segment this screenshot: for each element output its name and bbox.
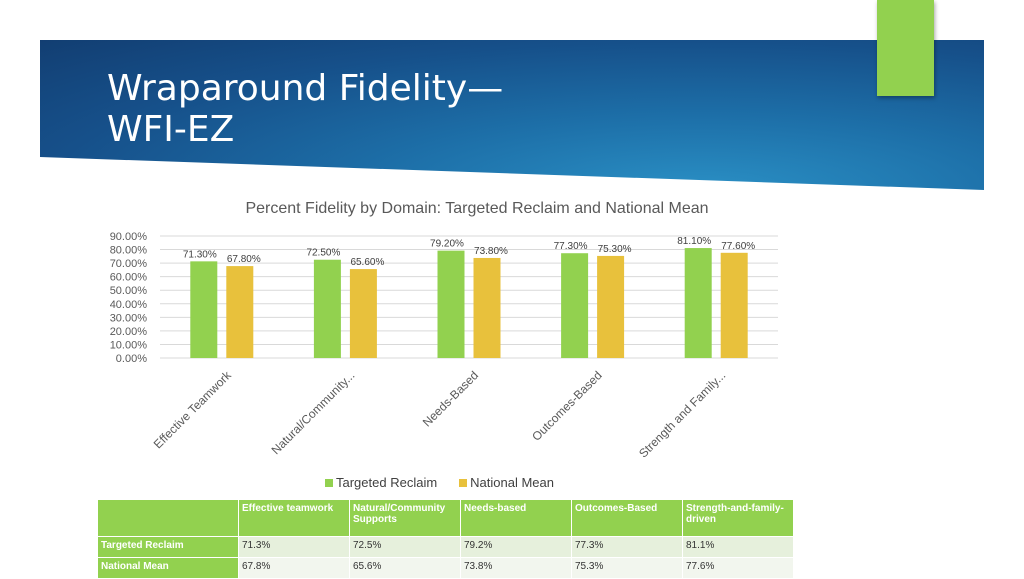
data-label: 77.60% — [721, 241, 755, 252]
bar — [473, 257, 501, 358]
legend-swatch-national-mean — [459, 478, 468, 487]
data-label: 65.60% — [350, 257, 384, 268]
y-tick-label: 50.00% — [110, 285, 148, 297]
bar — [720, 252, 748, 358]
bar — [597, 255, 625, 358]
table-cell: 77.6% — [682, 557, 794, 579]
chart-title: Percent Fidelity by Domain: Targeted Rec… — [245, 200, 709, 217]
bar — [190, 261, 218, 358]
data-table: Effective teamwork Natural/Community Sup… — [97, 499, 794, 579]
x-tick-label: Natural/Community... — [269, 368, 358, 457]
data-label: 72.50% — [306, 248, 340, 259]
table-header-cell — [97, 499, 239, 537]
bar — [684, 248, 712, 358]
legend-item-national-mean: National Mean — [459, 475, 554, 490]
table-cell: 77.3% — [571, 536, 683, 558]
y-tick-label: 80.00% — [110, 245, 148, 257]
table-cell: 81.1% — [682, 536, 794, 558]
legend-label-national-mean: National Mean — [470, 475, 554, 490]
table-header-cell: Needs-based — [460, 499, 572, 537]
legend-swatch-targeted-reclaim — [325, 478, 333, 487]
y-tick-label: 20.00% — [110, 326, 148, 338]
y-tick-label: 40.00% — [110, 299, 148, 311]
table-cell: 72.5% — [349, 536, 461, 558]
table-cell: 79.2% — [460, 536, 572, 558]
bar — [226, 266, 254, 358]
table-header-cell: Outcomes-Based — [571, 499, 683, 537]
table-row-label: National Mean — [97, 557, 239, 579]
table-header-cell: Natural/Community Supports — [349, 499, 461, 537]
table-row-label: Targeted Reclaim — [97, 536, 239, 558]
y-tick-label: 60.00% — [110, 272, 148, 284]
table-cell: 73.8% — [460, 557, 572, 579]
table-row: National Mean 67.8% 65.6% 73.8% 75.3% 77… — [97, 557, 794, 579]
x-tick-label: Outcomes-Based — [529, 368, 604, 443]
slide-title-line-1: Wraparound Fidelity— — [107, 68, 504, 109]
bar — [437, 250, 465, 358]
x-tick-label: Strength and Family... — [636, 368, 728, 460]
table-header-cell: Effective teamwork — [238, 499, 350, 537]
data-label: 71.30% — [183, 249, 217, 260]
legend-label-targeted-reclaim: Targeted Reclaim — [336, 475, 438, 490]
bar — [313, 259, 341, 358]
table-cell: 75.3% — [571, 557, 683, 579]
table-cell: 67.8% — [238, 557, 350, 579]
data-label: 73.80% — [474, 246, 508, 257]
slide-title-line-2: WFI-EZ — [107, 109, 235, 150]
table-row: Targeted Reclaim 71.3% 72.5% 79.2% 77.3%… — [97, 536, 794, 558]
y-tick-label: 90.00% — [110, 231, 148, 243]
bar-chart: 0.00% 10.00%20.00% 30.00%40.00% 50.00%60.00… — [110, 231, 778, 460]
y-tick-label: 30.00% — [110, 312, 148, 324]
data-label: 77.30% — [554, 241, 588, 252]
x-tick-label: Needs-Based — [420, 368, 481, 429]
y-tick-label: 0.00% — [116, 353, 147, 365]
table-header-cell: Strength-and-family-driven — [682, 499, 794, 537]
data-label: 81.10% — [677, 236, 711, 247]
table-cell: 71.3% — [238, 536, 350, 558]
bar — [349, 269, 377, 358]
table-header-row: Effective teamwork Natural/Community Sup… — [97, 499, 794, 537]
x-tick-label: Effective Teamwork — [151, 368, 235, 452]
bar — [561, 253, 589, 358]
data-label: 67.80% — [227, 254, 261, 265]
data-label: 75.30% — [598, 244, 632, 255]
legend-item-targeted-reclaim: Targeted Reclaim — [325, 475, 437, 490]
chart-legend: Targeted Reclaim National Mean — [325, 475, 554, 490]
accent-tab — [877, 0, 934, 96]
y-tick-label: 10.00% — [110, 339, 148, 351]
slide-title: Wraparound Fidelity— WFI-EZ — [107, 68, 707, 150]
table-cell: 65.6% — [349, 557, 461, 579]
y-tick-label: 70.00% — [110, 258, 148, 270]
data-label: 79.20% — [430, 239, 464, 250]
